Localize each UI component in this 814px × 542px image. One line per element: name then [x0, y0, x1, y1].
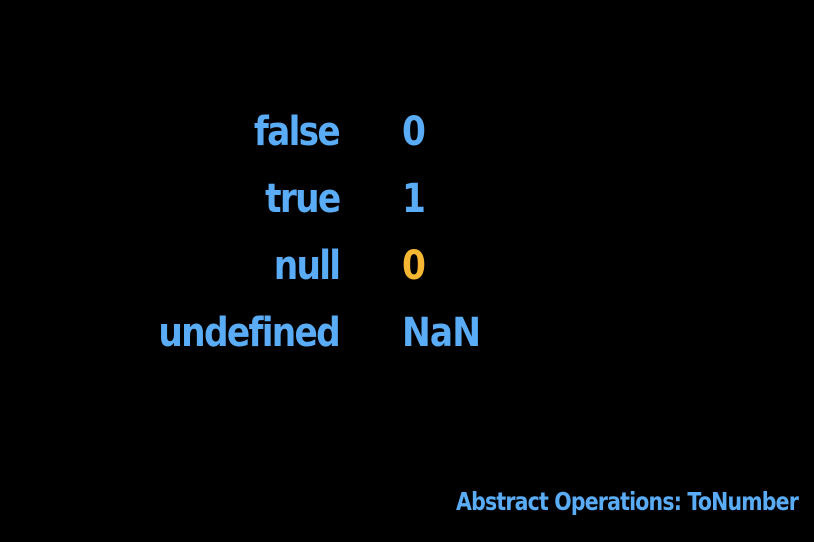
conversion-row-true: true 1	[0, 169, 814, 229]
row-key: false	[253, 109, 341, 155]
row-value: 0	[402, 243, 426, 289]
conversion-row-null: null 0	[0, 236, 814, 296]
row-value: 1	[402, 176, 426, 222]
conversion-row-false: false 0	[0, 102, 814, 162]
row-key: null	[273, 243, 340, 289]
slide-caption: Abstract Operations: ToNumber	[456, 487, 799, 516]
row-key: true	[264, 176, 341, 222]
row-value: 0	[402, 109, 426, 155]
row-key: undefined	[158, 310, 340, 356]
conversion-row-undefined: undefined NaN	[0, 303, 814, 363]
row-value: NaN	[402, 310, 481, 356]
